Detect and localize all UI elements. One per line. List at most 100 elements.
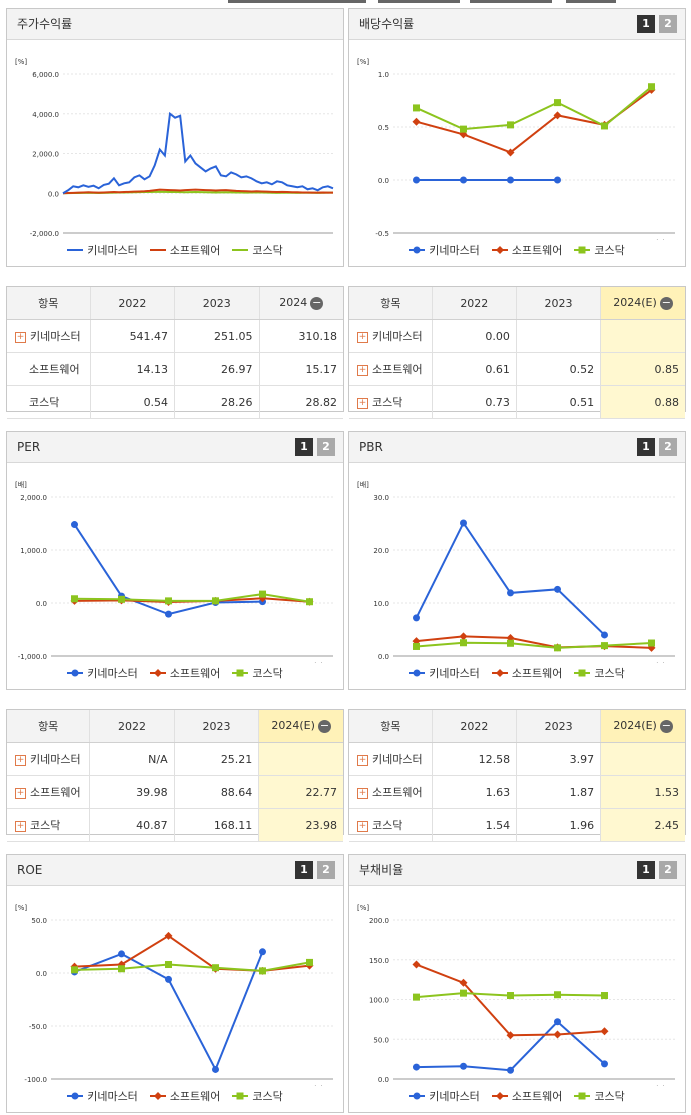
data-point [554,585,561,593]
page-1-button[interactable]: 1 [637,861,655,879]
expand-icon[interactable]: + [357,397,368,409]
x-tick-label: 2020 [113,1085,131,1086]
collapse-icon[interactable]: − [659,718,673,733]
x-tick-label: 2019 [408,662,426,663]
legend-label: 키네마스터 [429,244,480,257]
data-point [71,669,79,677]
data-point [118,595,125,603]
chart-legend: 키네마스터 소프트웨어 코스닥 [7,1088,343,1104]
chart-legend: 키네마스터 소프트웨어 코스닥 [349,665,685,681]
expand-icon[interactable]: + [357,331,368,343]
collapse-icon[interactable]: − [659,295,673,310]
legend-label: 키네마스터 [429,667,480,680]
y-unit-label: [%] [15,904,27,912]
data-point [165,975,172,983]
panel-title: ROE [7,855,343,886]
table-cell: 0.00 [431,319,517,353]
data-table: 항목 2022 2023 2024− + 키네마스터 541.47 251.05 310.18 소… [7,287,343,419]
data-point [236,1092,244,1100]
legend-item-kosdaq[interactable]: 코스닥 [574,1088,625,1104]
table-header: 항목 [7,287,91,320]
y-tick-label: 1.0 [378,71,389,79]
data-point [165,961,172,969]
data-point [459,632,468,641]
legend-swatch [409,246,426,254]
page-1-button[interactable]: 1 [637,15,655,33]
legend-swatch [67,249,84,251]
x-tick-label: 2022 [549,1085,567,1086]
legend-item-kosdaq[interactable]: 코스닥 [232,242,283,258]
legend-item-kosdaq[interactable]: 코스닥 [574,665,625,681]
page-2-button[interactable]: 2 [659,15,677,33]
page-2-button[interactable]: 2 [659,438,677,456]
legend-item-kine[interactable]: 키네마스터 [67,665,138,681]
row-label: + 코스닥 [349,385,433,419]
legend-label: 코스닥 [594,667,625,680]
legend-item-soft[interactable]: 소프트웨어 [149,242,221,258]
x-tick-label: 2023/12/28 [313,239,343,240]
panel-title: 배당수익률 [349,9,685,40]
page-1-button[interactable]: 1 [295,861,313,879]
legend-item-kosdaq[interactable]: 코스닥 [574,242,625,258]
legend-item-kine[interactable]: 키네마스터 [67,242,138,258]
data-point [118,965,125,973]
chart-legend: 키네마스터 소프트웨어 코스닥 [7,242,343,258]
legend-item-kine[interactable]: 키네마스터 [409,242,480,258]
x-tick-label: 2024(E) [296,662,324,663]
x-tick-label: 2021 [502,662,520,663]
expand-icon[interactable]: + [357,364,368,376]
expand-icon[interactable]: + [15,787,26,799]
collapse-icon[interactable]: − [310,295,324,310]
panel-roe: ROE 1 2 [%] 50.0 0.0 -50.0 -100.0 2019 2020 202… [6,854,344,1113]
page-1-button[interactable]: 1 [295,438,313,456]
top-tab-fragment [470,0,552,3]
table-cell: 310.18 [258,319,343,353]
legend-label: 소프트웨어 [511,1090,563,1103]
y-tick-label: -0.5 [375,230,389,238]
legend-item-kosdaq[interactable]: 코스닥 [232,1088,283,1104]
x-tick-label: 2024(E) [638,662,666,663]
expand-icon[interactable]: + [15,331,26,343]
expand-icon[interactable]: + [15,754,26,766]
legend-label: 소프트웨어 [169,244,221,257]
page-2-button[interactable]: 2 [317,861,335,879]
data-point [578,669,586,677]
expand-icon[interactable]: + [357,754,368,766]
page-2-button[interactable]: 2 [659,861,677,879]
legend-item-kine[interactable]: 키네마스터 [409,1088,480,1104]
expand-icon[interactable]: + [15,820,26,832]
data-point [259,967,266,975]
x-tick-label: 2023 [254,1085,272,1086]
table-header: 항목 [349,287,433,320]
data-point [601,631,608,639]
x-tick-label: 2022/04/29 [223,239,263,240]
legend-item-kine[interactable]: 키네마스터 [67,1088,138,1104]
table-row: + 소프트웨어 39.98 88.64 22.77 [7,775,343,809]
data-point [507,639,514,647]
page-1-button[interactable]: 1 [637,438,655,456]
legend-item-kosdaq[interactable]: 코스닥 [232,665,283,681]
expand-icon[interactable]: + [357,820,368,832]
x-tick-label: 2019 [66,662,84,663]
y-tick-label: 0.0 [378,653,389,661]
table-cell: 0.88 [600,385,685,419]
legend-item-soft[interactable]: 소프트웨어 [491,665,562,681]
legend-item-soft[interactable]: 소프트웨어 [149,1088,220,1104]
legend-label: 코스닥 [252,667,283,680]
expand-icon[interactable]: + [357,787,368,799]
top-tab-fragment [228,0,366,3]
x-tick-label: 2021 [160,662,178,663]
table-cell: 3.97 [516,742,601,776]
legend-item-soft[interactable]: 소프트웨어 [491,242,562,258]
page-2-button[interactable]: 2 [317,438,335,456]
collapse-icon[interactable]: − [317,718,331,733]
data-point [553,1030,562,1039]
x-tick-label: 2021 [502,1085,520,1086]
data-point [460,176,467,184]
data-point [236,669,244,677]
table-per: 항목 2022 2023 2024(E) − + 키네마스터 N/A 25.21 + 소프트웨어 39… [6,709,344,842]
legend-item-soft[interactable]: 소프트웨어 [491,1088,563,1104]
legend-item-soft[interactable]: 소프트웨어 [149,665,220,681]
legend-label: 키네마스터 [87,667,138,680]
legend-item-kine[interactable]: 키네마스터 [409,665,480,681]
